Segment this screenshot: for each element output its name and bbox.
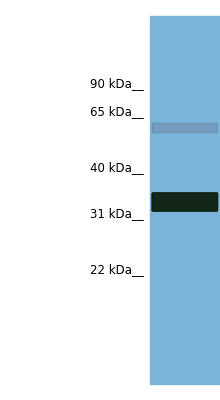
FancyBboxPatch shape xyxy=(152,193,218,211)
Text: 31 kDa__: 31 kDa__ xyxy=(90,208,144,220)
FancyBboxPatch shape xyxy=(152,123,217,133)
Text: 65 kDa__: 65 kDa__ xyxy=(90,106,144,118)
Text: 40 kDa__: 40 kDa__ xyxy=(90,162,144,174)
Text: 22 kDa__: 22 kDa__ xyxy=(90,264,144,276)
Bar xyxy=(150,16,220,384)
Text: 90 kDa__: 90 kDa__ xyxy=(90,78,144,90)
